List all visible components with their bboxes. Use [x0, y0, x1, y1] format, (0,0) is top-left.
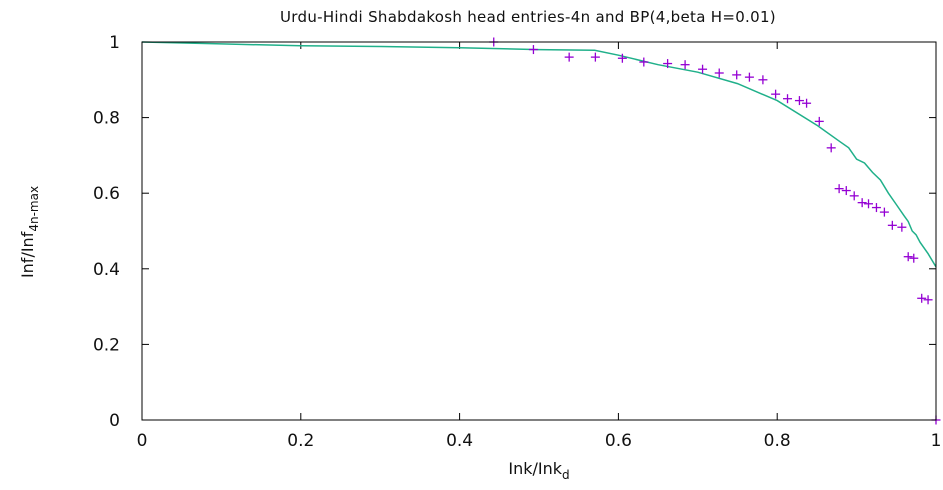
chart-title: Urdu-Hindi Shabdakosh head entries-4n an… [280, 8, 776, 26]
data-point-plus-marker [663, 59, 673, 69]
data-point-plus-marker [802, 98, 812, 108]
data-point-plus-marker [879, 207, 889, 217]
data-point-plus-marker [923, 295, 933, 305]
data-point-plus-marker [698, 64, 708, 74]
data-point-plus-marker [758, 75, 768, 85]
data-point-plus-marker [909, 253, 919, 263]
data-point-plus-marker [864, 199, 874, 209]
data-point-plus-marker [917, 293, 927, 303]
x-tick-label: 0.8 [764, 431, 791, 451]
data-point-plus-marker [794, 96, 804, 106]
x-tick-label: 0.4 [446, 431, 473, 451]
data-point-plus-marker [826, 143, 836, 153]
y-tick-label: 0.2 [93, 335, 120, 355]
data-point-plus-marker [617, 53, 627, 63]
data-point-plus-marker [639, 57, 649, 67]
y-tick-label: 1 [109, 33, 120, 53]
data-point-plus-marker [714, 68, 724, 78]
x-axis-label: Ink/Inkd [508, 459, 569, 482]
data-point-plus-marker [903, 252, 913, 262]
y-tick-label: 0 [109, 411, 120, 431]
data-point-plus-marker [564, 52, 574, 62]
data-point-plus-marker [897, 222, 907, 232]
data-point-plus-marker [871, 203, 881, 213]
y-tick-label: 0.4 [93, 260, 120, 280]
data-point-plus-marker [783, 94, 793, 104]
x-tick-label: 0 [137, 431, 148, 451]
x-tick-label: 0.6 [605, 431, 632, 451]
x-tick-label: 0.2 [287, 431, 314, 451]
data-point-plus-marker [857, 198, 867, 208]
data-point-plus-marker [841, 186, 851, 196]
y-tick-label: 0.8 [93, 109, 120, 129]
data-point-plus-marker [732, 70, 742, 80]
data-point-plus-marker [528, 45, 538, 55]
fit-curve-line [141, 41, 937, 268]
data-point-plus-marker [887, 220, 897, 230]
y-tick-label: 0.6 [93, 184, 120, 204]
data-point-plus-marker [680, 60, 690, 70]
plot-frame [141, 41, 937, 421]
data-point-plus-marker [744, 72, 754, 82]
data-point-plus-marker [834, 184, 844, 194]
data-point-plus-marker [849, 191, 859, 201]
data-point-plus-marker [771, 89, 781, 99]
data-point-plus-marker [814, 116, 824, 126]
data-point-plus-marker [590, 52, 600, 62]
y-axis-label: Inf/Inf4n-max [18, 186, 41, 278]
x-tick-label: 1 [931, 431, 942, 451]
